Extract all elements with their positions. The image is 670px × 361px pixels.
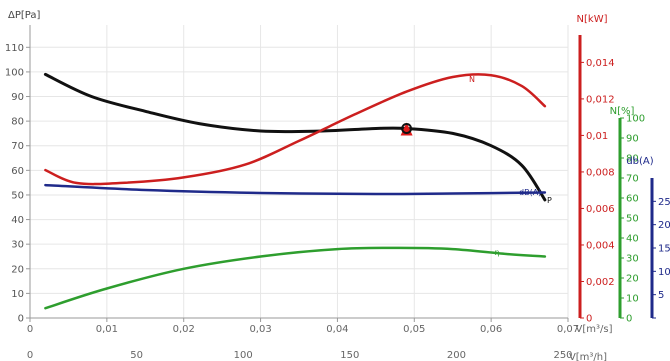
y-tick-label-dp: 100 — [5, 67, 24, 78]
y-tick-label-dp: 0 — [18, 314, 24, 325]
y-axis-label-dp: ΔP[Pa] — [8, 10, 40, 21]
y-tick-label-dp: 10 — [11, 289, 24, 300]
y-tick-label-n: 0,014 — [586, 58, 615, 69]
x-tick-label: 0,06 — [480, 324, 502, 335]
y-tick-label-n: 0,008 — [586, 167, 615, 178]
series-line-1 — [44, 73, 547, 186]
y-tick-label-dp: 110 — [5, 43, 24, 54]
y-tick-label-n: 0 — [586, 314, 592, 325]
y-tick-label-eta: 30 — [626, 254, 639, 265]
series-line-0 — [43, 72, 547, 202]
x-axis-label: V[m³/s] — [576, 324, 613, 335]
x2-tick-label: 150 — [340, 350, 359, 361]
x-tick-label: 0,01 — [96, 324, 118, 335]
x2-tick-label: 100 — [234, 350, 253, 361]
y-tick-label-dp: 90 — [11, 92, 24, 103]
y-tick-label-eta: 0 — [626, 314, 632, 325]
y-tick-label-eta: 20 — [626, 274, 639, 285]
y-axis-label-db: db(A) — [626, 156, 653, 167]
y-tick-label-db: 25 — [658, 197, 670, 208]
x-tick-label: 0,04 — [326, 324, 348, 335]
labels-layer: 0 0,01 0,02 0,03 0,04 0,05 0,06 0,07V[m³/s]0 50 1… — [5, 10, 670, 361]
series-name-0: P — [547, 196, 552, 205]
y-tick-label-dp: 70 — [11, 141, 24, 152]
y-tick-label-eta: 60 — [626, 194, 639, 205]
y-tick-label-dp: 20 — [11, 264, 24, 275]
y-tick-label-eta: 50 — [626, 214, 639, 225]
y-tick-label-n: 0,006 — [586, 204, 615, 215]
y-tick-label-eta: 80 — [626, 154, 639, 165]
y-tick-label-dp: 30 — [11, 240, 24, 251]
series-name-3: dB(A) — [519, 188, 541, 197]
series-layer — [43, 72, 547, 310]
y-tick-label-db: 20 — [658, 220, 670, 231]
y-axis-label-n: N[kW] — [577, 14, 608, 25]
x-tick-label: 0,03 — [249, 324, 271, 335]
y-tick-label-eta: 10 — [626, 294, 639, 305]
x2-tick-label: 0 — [27, 350, 33, 361]
y-axis-label-eta: N[%] — [610, 106, 635, 117]
x-tick-label: 0,05 — [403, 324, 425, 335]
operating-point-ring — [401, 123, 413, 135]
series-name-2: η — [494, 248, 499, 257]
series-line-3 — [44, 183, 547, 196]
x-tick-label: 0,07 — [557, 324, 579, 335]
y-tick-label-eta: 90 — [626, 134, 639, 145]
y-tick-label-dp: 50 — [11, 190, 24, 201]
series-line-2 — [44, 246, 547, 310]
y-tick-label-dp: 80 — [11, 117, 24, 128]
y-tick-label-n: 0,002 — [586, 277, 615, 288]
x-tick-label: 0,02 — [173, 324, 195, 335]
x2-tick-label: 50 — [130, 350, 143, 361]
y-tick-label-db: 5 — [658, 290, 664, 301]
y-tick-label-eta: 70 — [626, 174, 639, 185]
series-name-1: N — [469, 75, 475, 84]
y-tick-label-n: 0,004 — [586, 240, 615, 251]
x2-tick-label: 200 — [447, 350, 466, 361]
y-tick-label-eta: 40 — [626, 234, 639, 245]
y-tick-label-dp: 60 — [11, 166, 24, 177]
x2-tick-label: 250 — [553, 350, 572, 361]
x-tick-label: 0 — [27, 324, 33, 335]
y-tick-label-db: 15 — [658, 244, 670, 255]
y-tick-label-n: 0,012 — [586, 94, 615, 105]
y-tick-label-dp: 40 — [11, 215, 24, 226]
y-tick-label-n: 0,01 — [586, 131, 608, 142]
axes — [26, 25, 656, 322]
x2-axis-label: V[m³/h] — [569, 352, 607, 361]
y-tick-label-db: 10 — [658, 267, 670, 278]
grid — [30, 25, 569, 318]
y-tick-label-eta: 100 — [626, 114, 645, 125]
